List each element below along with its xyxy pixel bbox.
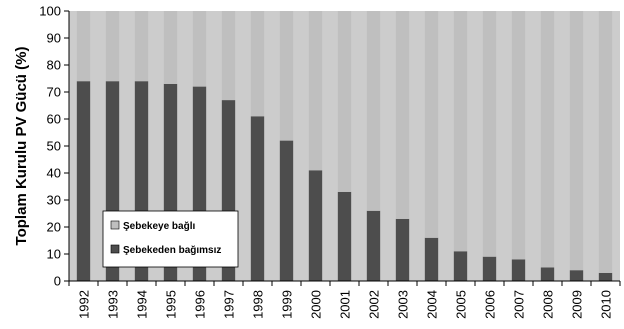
- x-tick-label-1995: 1995: [164, 290, 179, 319]
- legend-label-grid-connected: Şebekeye bağlı: [123, 221, 195, 232]
- y-tick-label-90: 90: [47, 31, 61, 46]
- legend-label-off-grid: Şebekeden bağımsız: [123, 245, 221, 256]
- bar-off-grid-2009: [569, 270, 584, 281]
- x-tick-label-1998: 1998: [251, 290, 266, 319]
- x-tick-label-2005: 2005: [454, 290, 469, 319]
- bar-off-grid-2005: [453, 251, 468, 281]
- y-axis-title: Toplam Kurulu PV Gücü (%): [13, 47, 30, 246]
- x-tick-label-2006: 2006: [483, 290, 498, 319]
- bar-off-grid-1998: [250, 116, 265, 281]
- bar-grid-connected-2005: [453, 11, 468, 252]
- y-tick-label-50: 50: [47, 139, 61, 154]
- bar-off-grid-2004: [424, 237, 439, 281]
- x-tick-label-2010: 2010: [599, 290, 614, 319]
- bar-grid-connected-1994: [134, 11, 149, 82]
- bar-grid-connected-1995: [163, 11, 178, 84]
- bar-grid-connected-2010: [598, 11, 613, 273]
- legend: Şebekeye bağlı Şebekeden bağımsız: [102, 210, 239, 268]
- x-tick-label-1992: 1992: [77, 290, 92, 319]
- x-tick-label-2007: 2007: [512, 290, 527, 319]
- x-tick-label-2008: 2008: [541, 290, 556, 319]
- y-tick-label-20: 20: [47, 220, 61, 235]
- y-tick-label-10: 10: [47, 247, 61, 262]
- bar-grid-connected-1992: [76, 11, 91, 82]
- x-tick-label-2001: 2001: [338, 290, 353, 319]
- y-axis: 0 10 20 30 40 50 60 70 80 90 100: [39, 4, 69, 289]
- y-tick-label-40: 40: [47, 166, 61, 181]
- y-tick-label-80: 80: [47, 58, 61, 73]
- bar-off-grid-2008: [540, 267, 555, 281]
- x-tick-label-1996: 1996: [193, 290, 208, 319]
- y-tick-label-70: 70: [47, 85, 61, 100]
- x-tick-label-2000: 2000: [309, 290, 324, 319]
- bar-grid-connected-2008: [540, 11, 555, 268]
- x-tick-label-2003: 2003: [396, 290, 411, 319]
- x-tick-label-2004: 2004: [425, 290, 440, 319]
- x-axis: 1992 1993 1994 1995 1996 1997 1998 1999 2000 2001…: [68, 281, 621, 319]
- bar-off-grid-2007: [511, 259, 526, 281]
- bar-off-grid-1999: [279, 140, 294, 281]
- x-tick-label-2002: 2002: [367, 290, 382, 319]
- bar-grid-connected-2009: [569, 11, 584, 271]
- bar-grid-connected-2001: [337, 11, 352, 192]
- bar-grid-connected-2006: [482, 11, 497, 257]
- bar-grid-connected-1997: [221, 11, 236, 101]
- x-tick-label-1993: 1993: [106, 290, 121, 319]
- bar-off-grid-2010: [598, 272, 613, 281]
- bar-grid-connected-2003: [395, 11, 410, 219]
- bar-grid-connected-2002: [366, 11, 381, 211]
- x-tick-label-2009: 2009: [570, 290, 585, 319]
- y-tick-label-30: 30: [47, 193, 61, 208]
- bar-off-grid-2003: [395, 218, 410, 281]
- bar-grid-connected-1998: [250, 11, 265, 117]
- bar-grid-connected-1993: [105, 11, 120, 82]
- bar-off-grid-2006: [482, 256, 497, 281]
- legend-box: [102, 210, 239, 268]
- y-tick-label-0: 0: [54, 274, 61, 289]
- legend-swatch-off-grid: [110, 244, 120, 254]
- bar-off-grid-1992: [76, 81, 91, 281]
- bar-grid-connected-2000: [308, 11, 323, 171]
- y-tick-label-60: 60: [47, 112, 61, 127]
- bar-grid-connected-2004: [424, 11, 439, 238]
- bar-grid-connected-2007: [511, 11, 526, 260]
- x-tick-label-1994: 1994: [135, 290, 150, 319]
- bar-off-grid-2001: [337, 191, 352, 281]
- bar-grid-connected-1996: [192, 11, 207, 87]
- legend-swatch-grid-connected: [110, 220, 120, 230]
- bar-off-grid-2002: [366, 210, 381, 281]
- y-tick-label-100: 100: [39, 4, 61, 19]
- x-tick-label-1997: 1997: [222, 290, 237, 319]
- bar-grid-connected-1999: [279, 11, 294, 141]
- bar-off-grid-2000: [308, 170, 323, 281]
- x-tick-label-1999: 1999: [280, 290, 295, 319]
